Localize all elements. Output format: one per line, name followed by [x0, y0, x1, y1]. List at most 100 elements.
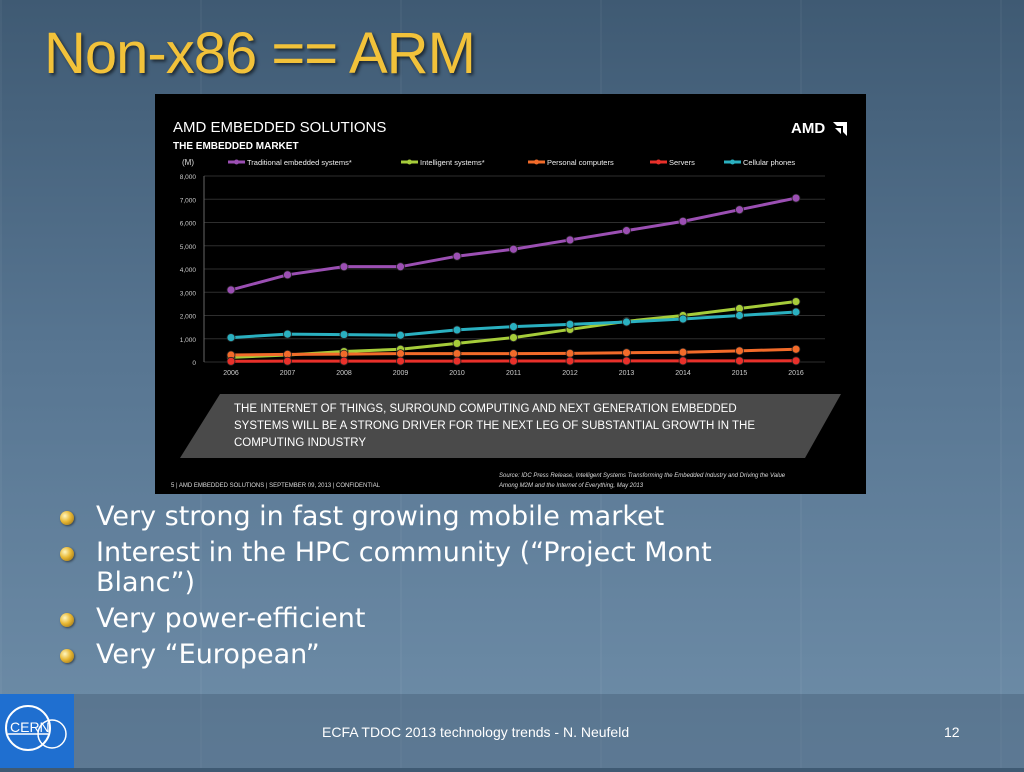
callout-line-3: COMPUTING INDUSTRY: [234, 437, 366, 449]
data-point: [509, 349, 518, 359]
data-point: [509, 333, 518, 342]
x-axis-ticks: 2006 2007 2008 2009 2010 2011 2012 2013 2014 2015…: [223, 370, 804, 377]
page-number: 12: [944, 724, 960, 740]
y-tick-label: 7,000: [180, 197, 197, 204]
data-point: [226, 285, 236, 295]
chart-series: [226, 193, 801, 366]
callout-line-2: SYSTEMS WILL BE A STRONG DRIVER FOR THE …: [234, 420, 755, 432]
data-point: [339, 330, 349, 339]
data-point: [678, 347, 688, 357]
data-point: [622, 317, 631, 327]
x-tick-label: 2013: [619, 370, 635, 377]
legend-label: Cellular phones: [743, 158, 795, 167]
amd-logo: AMD: [791, 120, 847, 137]
data-point: [678, 216, 688, 226]
legend-marker: [407, 159, 412, 165]
data-point: [565, 235, 575, 245]
legend-marker: [234, 159, 239, 165]
callout-line-1: THE INTERNET OF THINGS, SURROUND COMPUTI…: [234, 403, 737, 415]
y-tick-label: 2,000: [180, 314, 197, 321]
legend-label: Servers: [669, 158, 695, 167]
data-point: [452, 325, 462, 335]
data-point: [565, 348, 575, 358]
data-point: [622, 356, 631, 366]
bullet-text: Very strong in fast growing mobile marke…: [96, 501, 665, 532]
data-point: [396, 349, 405, 359]
legend-label: Traditional embedded systems*: [247, 158, 352, 167]
data-point: [735, 356, 744, 366]
y-tick-label: 1,000: [180, 337, 197, 344]
data-point: [791, 356, 801, 366]
bullet-icon: [60, 613, 74, 627]
data-point: [735, 205, 744, 215]
panel-subheading: THE EMBEDDED MARKET: [173, 141, 299, 152]
data-point: [283, 270, 292, 280]
y-tick-label: 3,000: [180, 290, 197, 297]
amd-chart-panel: AMD EMBEDDED SOLUTIONS THE EMBEDDED MARK…: [155, 94, 866, 494]
bullet-icon: [60, 511, 74, 525]
data-point: [791, 307, 801, 317]
x-tick-label: 2015: [732, 370, 748, 377]
data-point: [226, 356, 236, 366]
source-line-2: Among M2M and the Internet of Everything…: [498, 483, 644, 489]
y-tick-label: 8,000: [180, 174, 197, 181]
y-tick-label: 0: [192, 360, 196, 367]
bullet-item: Very “European”: [60, 640, 760, 670]
series-line: [230, 196, 797, 292]
cern-logo-text: CERN: [10, 719, 50, 735]
x-tick-label: 2006: [223, 370, 239, 377]
legend-marker: [656, 159, 661, 165]
y-tick-label: 5,000: [180, 244, 197, 251]
data-point: [791, 297, 801, 306]
y-tick-label: 4,000: [180, 267, 197, 274]
x-tick-label: 2008: [336, 370, 352, 377]
x-tick-label: 2007: [280, 370, 296, 377]
callout-banner: [180, 394, 841, 458]
data-point: [565, 356, 575, 366]
data-point: [735, 311, 744, 320]
data-point: [735, 346, 744, 356]
data-point: [396, 356, 405, 366]
bullet-text: Very “European”: [96, 639, 320, 670]
data-point: [452, 356, 462, 366]
data-point: [791, 344, 801, 354]
bullet-icon: [60, 547, 74, 561]
data-point: [396, 262, 405, 272]
bullet-icon: [60, 649, 74, 663]
x-tick-label: 2011: [506, 370, 521, 377]
x-tick-label: 2012: [562, 370, 578, 377]
x-tick-label: 2010: [449, 370, 465, 377]
data-point: [396, 330, 405, 340]
bullet-item: Very strong in fast growing mobile marke…: [60, 502, 760, 532]
legend-label: Personal computers: [547, 158, 614, 167]
bullet-text: Very power-efficient: [96, 603, 366, 634]
data-point: [791, 193, 801, 203]
data-point: [283, 356, 292, 366]
data-point: [622, 348, 631, 358]
data-point: [339, 262, 349, 272]
data-point: [509, 356, 518, 366]
data-point: [678, 314, 688, 324]
amd-arrow-icon: [833, 122, 847, 136]
legend-marker: [534, 159, 539, 165]
bullet-item: Very power-efficient: [60, 604, 760, 634]
bullet-text: Interest in the HPC community (“Project …: [96, 537, 712, 598]
panel-heading: AMD EMBEDDED SOLUTIONS: [173, 119, 386, 136]
data-point: [509, 244, 518, 254]
amd-logo-text: AMD: [791, 120, 825, 137]
y-axis-unit: (M): [182, 158, 194, 167]
bullet-list: Very strong in fast growing mobile marke…: [60, 502, 760, 676]
source-line-1: Source: IDC Press Release, Intelligent S…: [499, 473, 786, 479]
x-tick-label: 2016: [788, 370, 804, 377]
slide-title: Non-x86 == ARM: [44, 21, 476, 86]
cern-logo: CERN: [0, 694, 74, 768]
data-point: [283, 329, 292, 339]
data-point: [622, 226, 631, 236]
panel-footer-left: 5 | AMD EMBEDDED SOLUTIONS | SEPTEMBER 0…: [171, 483, 381, 489]
x-tick-label: 2014: [675, 370, 691, 377]
legend-label: Intelligent systems*: [420, 158, 485, 167]
data-point: [339, 356, 349, 366]
y-tick-label: 6,000: [180, 221, 197, 228]
cern-logo-icon: CERN: [5, 705, 67, 751]
amd-arrow-inner-icon: [835, 128, 841, 134]
